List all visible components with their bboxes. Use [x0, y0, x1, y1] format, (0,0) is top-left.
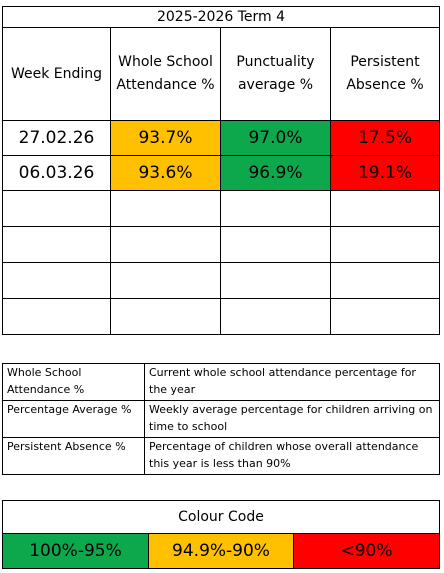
week-ending-cell: 06.03.26	[2, 155, 111, 191]
colour-code-table: Colour Code 100%-95% 94.9%-90% <90%	[2, 500, 440, 569]
header-week-ending: Week Ending	[2, 27, 111, 121]
header-whole-school-attendance: Whole School Attendance %	[110, 27, 221, 121]
red-swatch: <90%	[293, 533, 440, 569]
empty-cell	[220, 226, 331, 263]
empty-cell	[330, 226, 440, 263]
punctuality-cell: 97.0%	[220, 120, 331, 156]
empty-cell	[220, 298, 331, 335]
empty-cell	[110, 262, 221, 299]
header-persistent-absence: Persistent Absence %	[330, 27, 440, 121]
empty-cell	[330, 190, 440, 227]
definition-row: Percentage Average % Weekly average perc…	[2, 400, 440, 438]
empty-cell	[110, 190, 221, 227]
attendance-cell: 93.7%	[110, 120, 221, 156]
definition-term: Persistent Absence %	[2, 437, 145, 475]
definition-term: Percentage Average %	[2, 400, 145, 438]
empty-cell	[2, 226, 111, 263]
empty-cell	[2, 190, 111, 227]
term-title: 2025-2026 Term 4	[2, 6, 440, 28]
empty-cell	[330, 298, 440, 335]
definition-description: Percentage of children whose overall att…	[144, 437, 440, 475]
empty-cell	[110, 226, 221, 263]
green-swatch: 100%-95%	[2, 533, 149, 569]
definition-term: Whole School Attendance %	[2, 363, 145, 401]
empty-cell	[220, 262, 331, 299]
header-punctuality-label: Punctuality average %	[236, 54, 315, 93]
colour-code-title: Colour Code	[2, 500, 440, 534]
persistent-absence-cell: 19.1%	[330, 155, 440, 191]
empty-cell	[2, 262, 111, 299]
definitions-table: Whole School Attendance % Current whole …	[2, 363, 440, 475]
definition-description: Weekly average percentage for children a…	[144, 400, 440, 438]
empty-row	[2, 190, 440, 227]
header-punctuality: Punctuality average %	[220, 27, 331, 121]
definition-row: Whole School Attendance % Current whole …	[2, 363, 440, 401]
header-week-ending-label: Week Ending	[10, 65, 103, 82]
attendance-cell: 93.6%	[110, 155, 221, 191]
empty-row	[2, 226, 440, 263]
empty-cell	[110, 298, 221, 335]
definition-row: Persistent Absence % Percentage of child…	[2, 437, 440, 475]
header-whole-school-attendance-label: Whole School Attendance %	[116, 54, 215, 93]
amber-swatch: 94.9%-90%	[148, 533, 294, 569]
empty-cell	[2, 298, 111, 335]
table-row: 27.02.26 93.7% 97.0% 17.5%	[2, 120, 440, 156]
empty-row	[2, 262, 440, 299]
table-row: 06.03.26 93.6% 96.9% 19.1%	[2, 155, 440, 191]
persistent-absence-cell: 17.5%	[330, 120, 440, 156]
week-ending-cell: 27.02.26	[2, 120, 111, 156]
attendance-table: 2025-2026 Term 4 Week Ending Whole Schoo…	[2, 6, 440, 335]
empty-row	[2, 298, 440, 335]
empty-cell	[330, 262, 440, 299]
definition-description: Current whole school attendance percenta…	[144, 363, 440, 401]
punctuality-cell: 96.9%	[220, 155, 331, 191]
empty-cell	[220, 190, 331, 227]
header-persistent-absence-label: Persistent Absence %	[346, 54, 424, 93]
